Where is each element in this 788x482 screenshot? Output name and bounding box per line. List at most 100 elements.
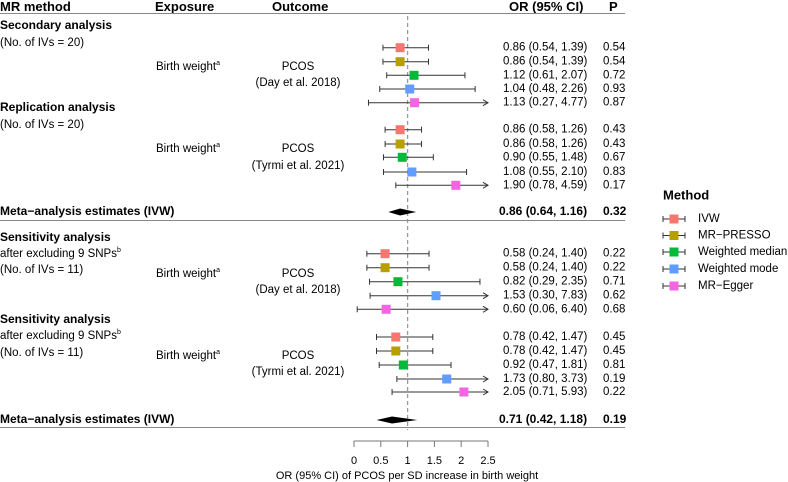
exposure-label-text: Birth weight [156,350,217,362]
exposure-label-text: Birth weight [156,268,217,280]
or-ci-value: 0.58 (0.24, 1.40) [503,262,588,274]
x-axis-title: OR (95% CI) of PCOS per SD increase in b… [276,470,538,482]
x-tick-label: 0.5 [373,455,388,467]
legend-item-label: Weighted median [698,246,787,258]
p-value: 0.72 [603,69,625,81]
exposure-label-superscript: a [216,267,220,274]
or-ci-value: 1.73 (0.80, 3.73) [503,373,588,385]
p-value: 0.22 [603,262,625,274]
x-tick-label: 1 [405,455,411,467]
section-title: Sensitivity analysis [0,312,111,326]
section-subtitle-text: (No. of IVs = 20) [0,37,84,49]
section-subtitle: (No. of IVs = 20) [0,119,84,131]
or-ci-value: 0.86 (0.58, 1.26) [503,138,588,150]
legend-swatch [669,264,679,274]
point-estimate-square [381,304,391,314]
p-value: 0.68 [603,303,625,315]
or-ci-value: 1.53 (0.30, 7.83) [503,290,588,302]
outcome-reference: (Tyrmi et al. 2021) [252,366,345,378]
meta-analysis-label: Meta−analysis estimates (IVW) [0,412,174,426]
legend-item-label: IVW [698,213,720,225]
section-subtitle-text: (No. of IVs = 20) [0,119,84,131]
ci-arrow-icon [482,99,489,107]
point-estimate-square [391,346,401,356]
point-estimate-square [459,387,469,397]
header-exposure: Exposure [155,0,214,14]
exposure-label: Birth weighta [156,267,220,280]
point-estimate-square [395,57,405,67]
point-estimate-square [397,152,407,162]
p-value: 0.54 [603,42,626,54]
header-outcome: Outcome [272,0,328,14]
section-subtitle-superscript: b [117,329,121,336]
section-title: Sensitivity analysis [0,230,111,244]
exposure-label: Birth weighta [156,349,220,362]
or-ci-value: 1.90 (0.78, 4.59) [503,179,588,191]
legend-swatch [669,214,679,224]
point-estimate-square [407,167,417,177]
header-or-ci: OR (95% CI) [509,0,583,14]
point-estimate-square [395,43,405,53]
legend-swatch [669,281,679,291]
outcome-reference: (Tyrmi et al. 2021) [252,160,345,172]
point-estimate-square [405,84,415,94]
legend-title: Method [663,187,709,202]
p-value: 0.17 [603,179,625,191]
header-mr-method: MR method [0,0,71,14]
meta-p-value: 0.32 [603,204,627,218]
ci-arrow-icon [482,181,489,189]
section-subtitle-text: after excluding 9 SNPs [0,248,117,260]
point-estimate-square [380,263,390,273]
legend-item-label: MR−Egger [698,280,753,292]
section-subtitle-text: after excluding 9 SNPs [0,330,117,342]
point-estimate-square [395,139,405,149]
or-ci-value: 0.58 (0.24, 1.40) [503,248,588,260]
ci-arrow-icon [482,292,489,300]
ci-arrow-icon [482,388,489,396]
point-estimate-square [451,180,461,190]
meta-analysis-label: Meta−analysis estimates (IVW) [0,204,174,218]
or-ci-value: 0.86 (0.54, 1.39) [503,42,588,54]
p-value: 0.87 [603,97,625,109]
legend-swatch [669,247,679,257]
or-ci-value: 1.04 (0.48, 2.26) [503,83,588,95]
p-value: 0.83 [603,166,625,178]
p-value: 0.93 [603,83,625,95]
section-subtitle-text: (No. of IVs = 11) [0,264,83,276]
outcome-label: PCOS [282,143,315,155]
x-tick-label: 0 [351,455,357,467]
point-estimate-square [393,277,403,287]
legend-item-label: MR−PRESSO [698,230,771,242]
p-value: 0.45 [603,345,625,357]
exposure-label-superscript: a [216,142,220,149]
point-estimate-square [410,98,420,108]
p-value: 0.81 [603,359,625,371]
section-subtitle: (No. of IVs = 20) [0,37,84,49]
section-title: Replication analysis [0,100,116,114]
legend-item-label: Weighted mode [698,263,778,275]
ci-arrow-icon [482,375,489,383]
outcome-label: PCOS [282,61,315,73]
p-value: 0.45 [603,331,625,343]
point-estimate-square [409,70,419,80]
meta-diamond [376,416,418,424]
or-ci-value: 0.82 (0.29, 2.35) [503,276,588,288]
point-estimate-square [391,332,401,342]
or-ci-value: 0.92 (0.47, 1.81) [503,359,588,371]
or-ci-value: 1.13 (0.27, 4.77) [503,97,588,109]
point-estimate-square [395,125,405,135]
exposure-label: Birth weighta [156,60,220,73]
point-estimate-square [398,360,408,370]
exposure-label-text: Birth weight [156,61,217,73]
p-value: 0.19 [603,373,625,385]
outcome-reference: (Day et al. 2018) [255,284,340,296]
section-subtitle: after excluding 9 SNPsb [0,329,121,342]
meta-p-value: 0.19 [603,412,627,426]
p-value: 0.54 [603,56,626,68]
point-estimate-square [380,249,390,259]
header-p: P [609,0,618,14]
or-ci-value: 0.90 (0.55, 1.48) [503,151,588,163]
point-estimate-square [431,291,441,301]
section-title: Secondary analysis [0,18,112,32]
outcome-reference: (Day et al. 2018) [255,77,340,89]
